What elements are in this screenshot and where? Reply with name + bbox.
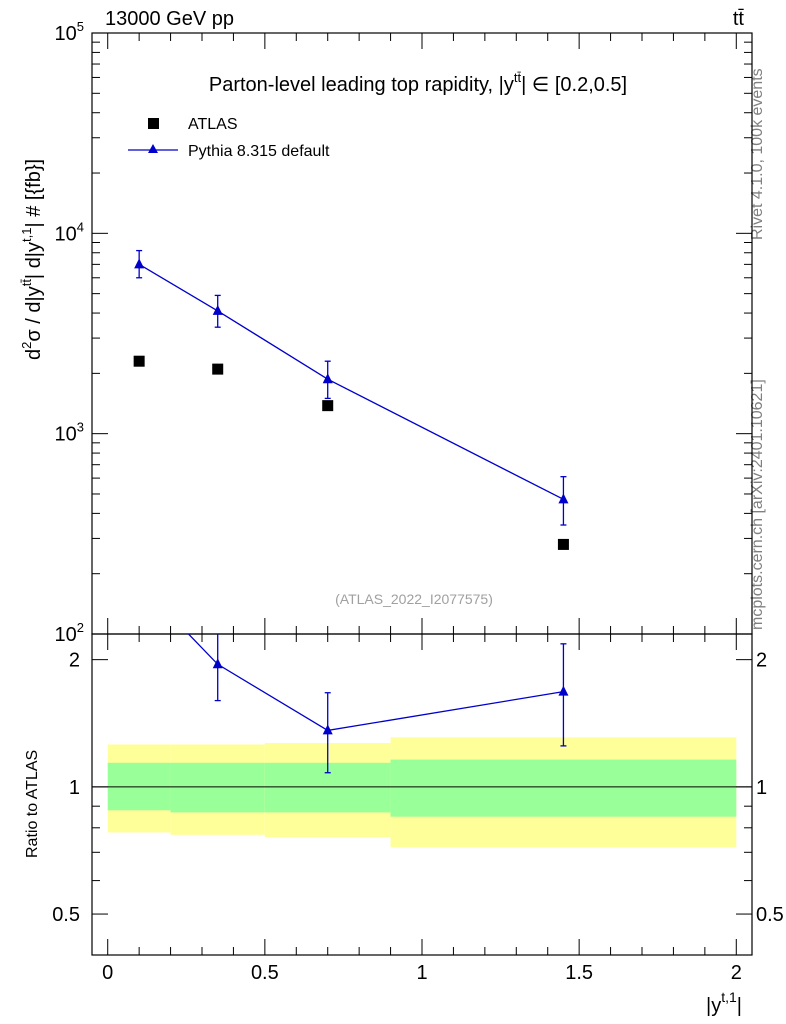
main-y-tick-label: 105 [55, 19, 84, 45]
ylabel-part-d: | # [{fb}] [23, 159, 45, 228]
legend-pythia-label: Pythia 8.315 default [188, 143, 330, 160]
ylabel-part-b-sup: tt̄ [19, 279, 34, 287]
ratio-x-axis: 0 0.5 1 1.5 2 [102, 634, 742, 984]
header-process-label: tt̄ [733, 8, 745, 30]
main-y-tick-exponent: 3 [77, 420, 84, 435]
ratio-y-tick-label: 0.5 [52, 904, 80, 926]
xlabel-part-b: | [737, 995, 742, 1017]
main-y-tick-base: 10 [55, 424, 77, 446]
main-y-tick-label: 104 [55, 219, 84, 245]
main-y-tick-exponent: 4 [77, 219, 84, 234]
main-y-tick-base: 10 [55, 624, 77, 646]
pythia-point [212, 304, 223, 315]
main-y-tick-label: 102 [55, 620, 84, 646]
mcplots-citation-label: mcplots.cern.ch [arXiv:2401.10621] [749, 379, 766, 630]
pythia-point [134, 258, 145, 269]
ratio-y-tick-label-right: 1 [756, 777, 767, 799]
ratio-series-line [187, 634, 564, 732]
pythia-point [558, 493, 569, 504]
main-data-layer [133, 249, 569, 550]
atlas-point [212, 363, 224, 375]
ylabel-part-a: d [23, 349, 45, 360]
main-y-tick-base: 10 [55, 223, 77, 245]
legend: ATLAS Pythia 8.315 default [128, 116, 330, 160]
atlas-point [133, 355, 145, 367]
chart-title: Parton-level leading top rapidity, |ytt̄… [209, 70, 627, 96]
xlabel-part-a: |y [706, 995, 721, 1017]
chart-title-sup: tt̄ [514, 70, 522, 85]
ylabel-part-c-sup: t,1 [19, 228, 34, 242]
ylabel-part-c: | d|y [23, 242, 45, 279]
analysis-reference: (ATLAS_2022_I2077575) [335, 591, 493, 607]
ratio-panel: 0.5 0.5 1 1 2 2 0 0.5 1 1.5 2 Ratio to ATLAS |yt,… [24, 633, 784, 1017]
ratio-point [212, 658, 223, 669]
ratio-point [322, 724, 333, 735]
ylabel-part-a-sup: 2 [19, 342, 34, 349]
legend-atlas-marker [148, 118, 159, 129]
x-tick-label: 1 [416, 962, 427, 984]
main-y-tick-label: 103 [55, 420, 84, 446]
header-energy-label: 13000 GeV pp [105, 8, 234, 30]
ratio-y-axis-label: Ratio to ATLAS [24, 750, 41, 858]
atlas-point [557, 538, 569, 550]
main-y-tick-exponent: 5 [77, 19, 84, 34]
ratio-y-tick-label: 2 [69, 650, 80, 672]
legend-atlas-label: ATLAS [188, 116, 238, 133]
ratio-point [558, 685, 569, 696]
pythia-series-line [138, 263, 564, 500]
ratio-bands-layer [92, 737, 752, 848]
chart-title-suffix: | ∈ [0.2,0.5] [521, 74, 627, 96]
ratio-y-tick-label-right: 0.5 [756, 904, 784, 926]
main-y-axis-label: d2σ / d|ytt̄| d|yt,1| # [{fb}] [19, 159, 45, 360]
pythia-point [322, 373, 333, 384]
x-tick-label: 1.5 [565, 962, 593, 984]
ratio-y-tick-label: 1 [69, 777, 80, 799]
legend-pythia-marker [148, 144, 158, 153]
ratio-y-axis: 0.5 0.5 1 1 2 2 [52, 650, 784, 956]
ratio-band-inner [170, 762, 265, 813]
atlas-point [322, 400, 334, 412]
x-axis-label: |yt,1| [706, 989, 742, 1017]
main-y-tick-base: 10 [55, 23, 77, 45]
rivet-version-label: Rivet 4.1.0, 100k events [749, 68, 766, 240]
ylabel-part-b: σ / d|y [23, 286, 45, 341]
x-tick-label: 2 [731, 962, 742, 984]
chart-title-y: y [504, 74, 514, 96]
x-tick-label: 0 [102, 962, 113, 984]
ratio-data-layer [187, 634, 569, 774]
main-y-tick-exponent: 2 [77, 620, 84, 635]
ratio-y-tick-label-right: 2 [756, 650, 767, 672]
ratio-band-inner [390, 759, 737, 817]
x-tick-label: 0.5 [251, 962, 279, 984]
xlabel-part-sup: t,1 [721, 989, 737, 1005]
chart-title-prefix: Parton-level leading top rapidity, | [209, 74, 504, 96]
main-x-axis [107, 33, 737, 634]
